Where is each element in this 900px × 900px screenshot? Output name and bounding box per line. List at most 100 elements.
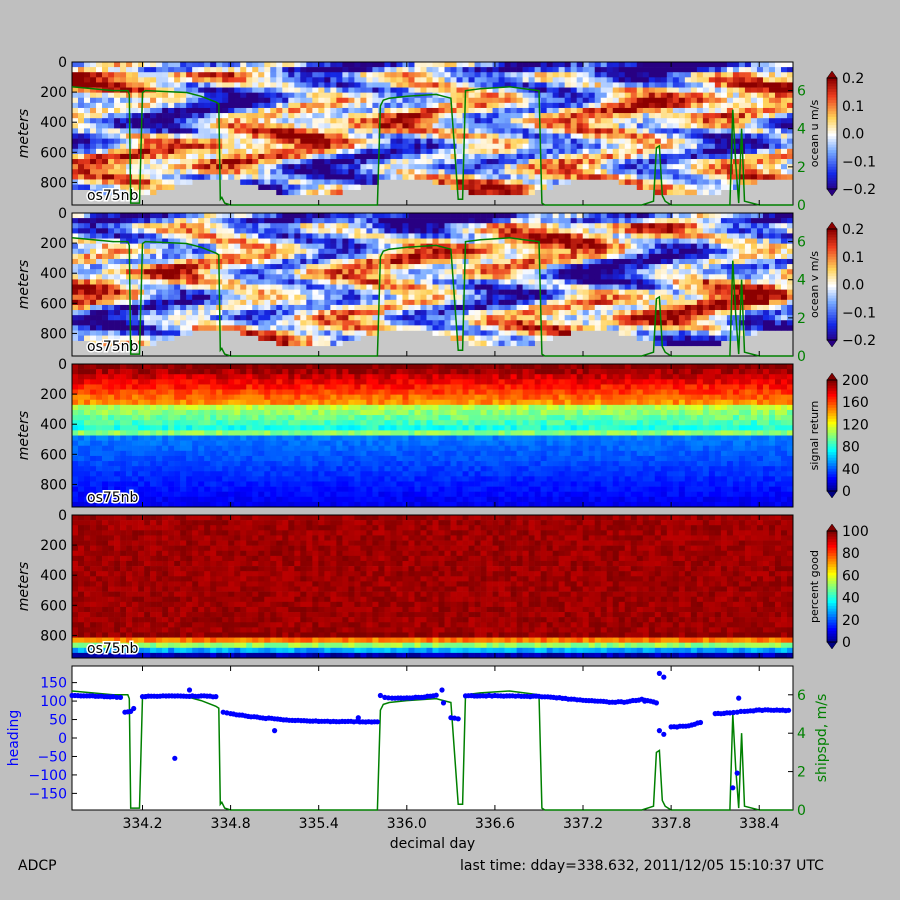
heatmap-cell	[390, 294, 397, 301]
heatmap-cell	[582, 62, 590, 68]
heatmap-cell	[396, 123, 403, 129]
heatmap-cell	[264, 174, 271, 180]
heatmap-cell	[354, 304, 361, 311]
heatmap-cell	[480, 148, 487, 155]
heatmap-cell	[660, 102, 668, 109]
heatmap-cell	[336, 184, 343, 190]
heatmap-cell	[420, 118, 427, 124]
heatmap-cell	[324, 304, 331, 311]
heatmap-cell	[318, 77, 325, 83]
heatmap-cell	[534, 143, 541, 150]
heatmap-cell	[300, 138, 307, 145]
heatmap-cell	[462, 279, 469, 285]
heatmap-cell	[498, 315, 505, 321]
heatmap-cell	[582, 133, 590, 139]
heatmap-cell	[720, 107, 728, 114]
heatmap-cell	[762, 77, 770, 83]
heatmap-cell	[504, 228, 511, 234]
heatmap-cell	[306, 299, 313, 306]
heatmap-cell	[270, 279, 277, 285]
heatmap-cell	[168, 179, 175, 185]
heatmap-cell	[78, 82, 85, 88]
heatmap-cell	[486, 97, 493, 104]
heatmap-cell	[474, 123, 481, 129]
heatmap-cell	[156, 289, 163, 296]
heatmap-cell	[612, 97, 620, 104]
heatmap-cell	[306, 143, 313, 150]
heatmap-cell	[366, 123, 373, 129]
heatmap-cell	[102, 274, 109, 280]
heatmap-cell	[444, 269, 451, 275]
heatmap-cell	[636, 123, 644, 129]
heatmap-cell	[576, 128, 584, 134]
heatmap-cell	[150, 315, 157, 321]
heatmap-cell	[612, 164, 620, 170]
heatmap-cell	[96, 284, 103, 290]
heatmap-cell	[354, 179, 361, 185]
heatmap-cell	[336, 92, 343, 99]
heatmap-cell	[258, 107, 265, 114]
heatmap-cell	[390, 123, 397, 129]
heatmap-cell	[174, 97, 181, 104]
heatmap-cell	[654, 107, 662, 114]
heatmap-cell	[234, 274, 241, 280]
heatmap-cell	[558, 102, 565, 109]
heatmap-cell	[96, 253, 103, 260]
heatmap-cell	[576, 62, 584, 68]
heatmap-cell	[162, 258, 169, 265]
heatmap-cell	[744, 97, 752, 104]
heatmap-cell	[144, 320, 151, 326]
heatmap-cell	[432, 243, 439, 250]
heatmap-cell	[756, 87, 764, 93]
heatmap-cell	[540, 258, 547, 265]
heatmap-cell	[762, 97, 770, 104]
heatmap-cell	[216, 238, 223, 244]
heatmap-cell	[426, 315, 433, 321]
heatmap-cell	[762, 128, 770, 134]
heatmap-cell	[402, 238, 409, 244]
heatmap-cell	[666, 92, 674, 99]
heatmap-cell	[360, 284, 367, 290]
heatmap-cell	[750, 102, 758, 109]
heatmap-cell	[390, 315, 397, 321]
heatmap-cell	[342, 82, 349, 88]
heatmap-cell	[96, 92, 103, 99]
heatmap-cell	[426, 258, 433, 265]
heatmap-cell	[360, 72, 367, 78]
heatmap-cell	[186, 62, 193, 68]
heatmap-cell	[648, 118, 656, 124]
heatmap-cell	[372, 253, 379, 260]
heatmap-cell	[210, 107, 217, 114]
heatmap-cell	[204, 82, 211, 88]
heatmap-cell	[318, 223, 325, 229]
heatmap-cell	[96, 218, 103, 224]
heatmap-cell	[318, 274, 325, 280]
heatmap-cell	[78, 304, 85, 311]
colorbar-segment	[827, 186, 837, 190]
heatmap-cell	[138, 325, 145, 331]
heatmap-cell	[342, 128, 349, 134]
heatmap-cell	[204, 238, 211, 244]
heatmap-cell	[114, 253, 121, 260]
heatmap-cell	[426, 123, 433, 129]
heatmap-cell	[426, 218, 433, 224]
heatmap-cell	[666, 102, 674, 109]
heatmap-cell	[588, 164, 596, 170]
heatmap-cell	[426, 294, 433, 301]
heatmap-cell	[264, 153, 271, 160]
heatmap-cell	[654, 148, 662, 155]
heatmap-cell	[786, 159, 794, 165]
heatmap-cell	[162, 82, 169, 88]
heatmap-cell	[180, 113, 187, 119]
heatmap-cell	[330, 77, 337, 83]
heatmap-cell	[330, 310, 337, 316]
heatmap-cell	[342, 213, 349, 219]
heatmap-cell	[732, 113, 740, 119]
heatmap-cell	[84, 233, 91, 239]
heatmap-cell	[504, 233, 511, 239]
heatmap-cell	[318, 92, 325, 99]
heatmap-cell	[306, 169, 313, 175]
heatmap-cell	[294, 294, 301, 301]
heatmap-cell	[438, 169, 445, 175]
heatmap-cell	[708, 77, 716, 83]
